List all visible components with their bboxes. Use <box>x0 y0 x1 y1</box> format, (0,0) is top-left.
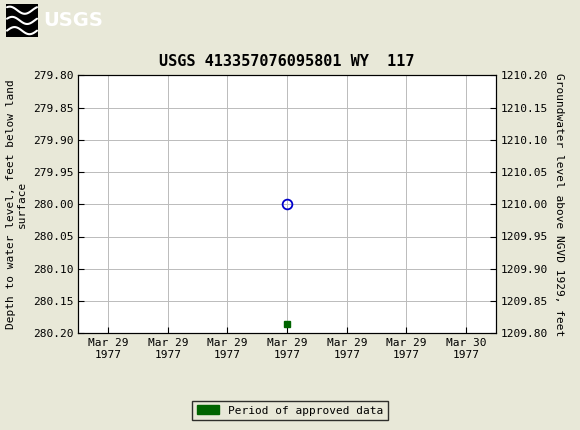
Legend: Period of approved data: Period of approved data <box>193 401 387 420</box>
Title: USGS 413357076095801 WY  117: USGS 413357076095801 WY 117 <box>160 53 415 68</box>
Y-axis label: Depth to water level, feet below land
surface: Depth to water level, feet below land su… <box>6 80 27 329</box>
Bar <box>6 4 38 37</box>
Text: USGS: USGS <box>43 11 103 30</box>
Y-axis label: Groundwater level above NGVD 1929, feet: Groundwater level above NGVD 1929, feet <box>553 73 564 336</box>
